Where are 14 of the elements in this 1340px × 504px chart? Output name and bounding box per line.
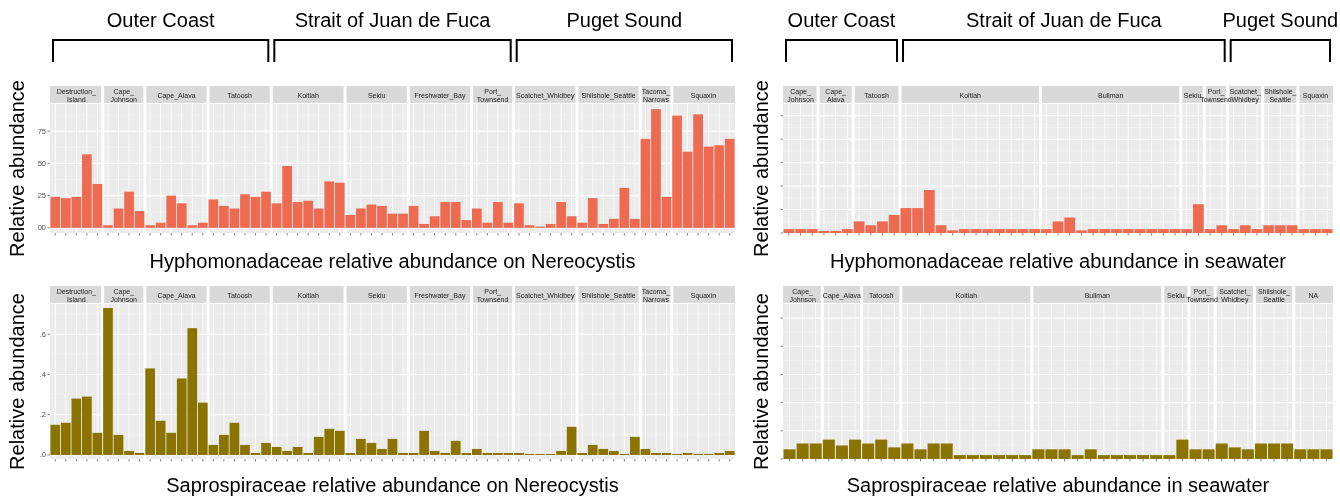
text: Strait of Juan de Fuca bbox=[294, 9, 492, 31]
text: Hyphomonadaceae relative abundance in seawater bbox=[830, 250, 1287, 272]
text: Saprospiraceae relative abundance in seawater bbox=[846, 474, 1270, 496]
text: Strait of Juan de Fuca bbox=[966, 9, 1163, 31]
text: Puget Sound bbox=[1222, 9, 1339, 31]
y-axis-title: Relative abundance bbox=[750, 293, 772, 470]
y-axis-title: Relative abundance bbox=[6, 293, 28, 470]
text: Hyphomonadaceae relative abundance on Nereocystis bbox=[149, 250, 636, 272]
text: Outer Coast bbox=[106, 9, 216, 31]
text: Outer Coast bbox=[787, 9, 896, 31]
text: Puget Sound bbox=[566, 9, 683, 31]
text: Saprospiraceae relative abundance on Nereocystis bbox=[166, 474, 619, 496]
y-axis-title: Relative abundance bbox=[750, 80, 772, 257]
y-axis-title: Relative abundance bbox=[6, 80, 28, 257]
